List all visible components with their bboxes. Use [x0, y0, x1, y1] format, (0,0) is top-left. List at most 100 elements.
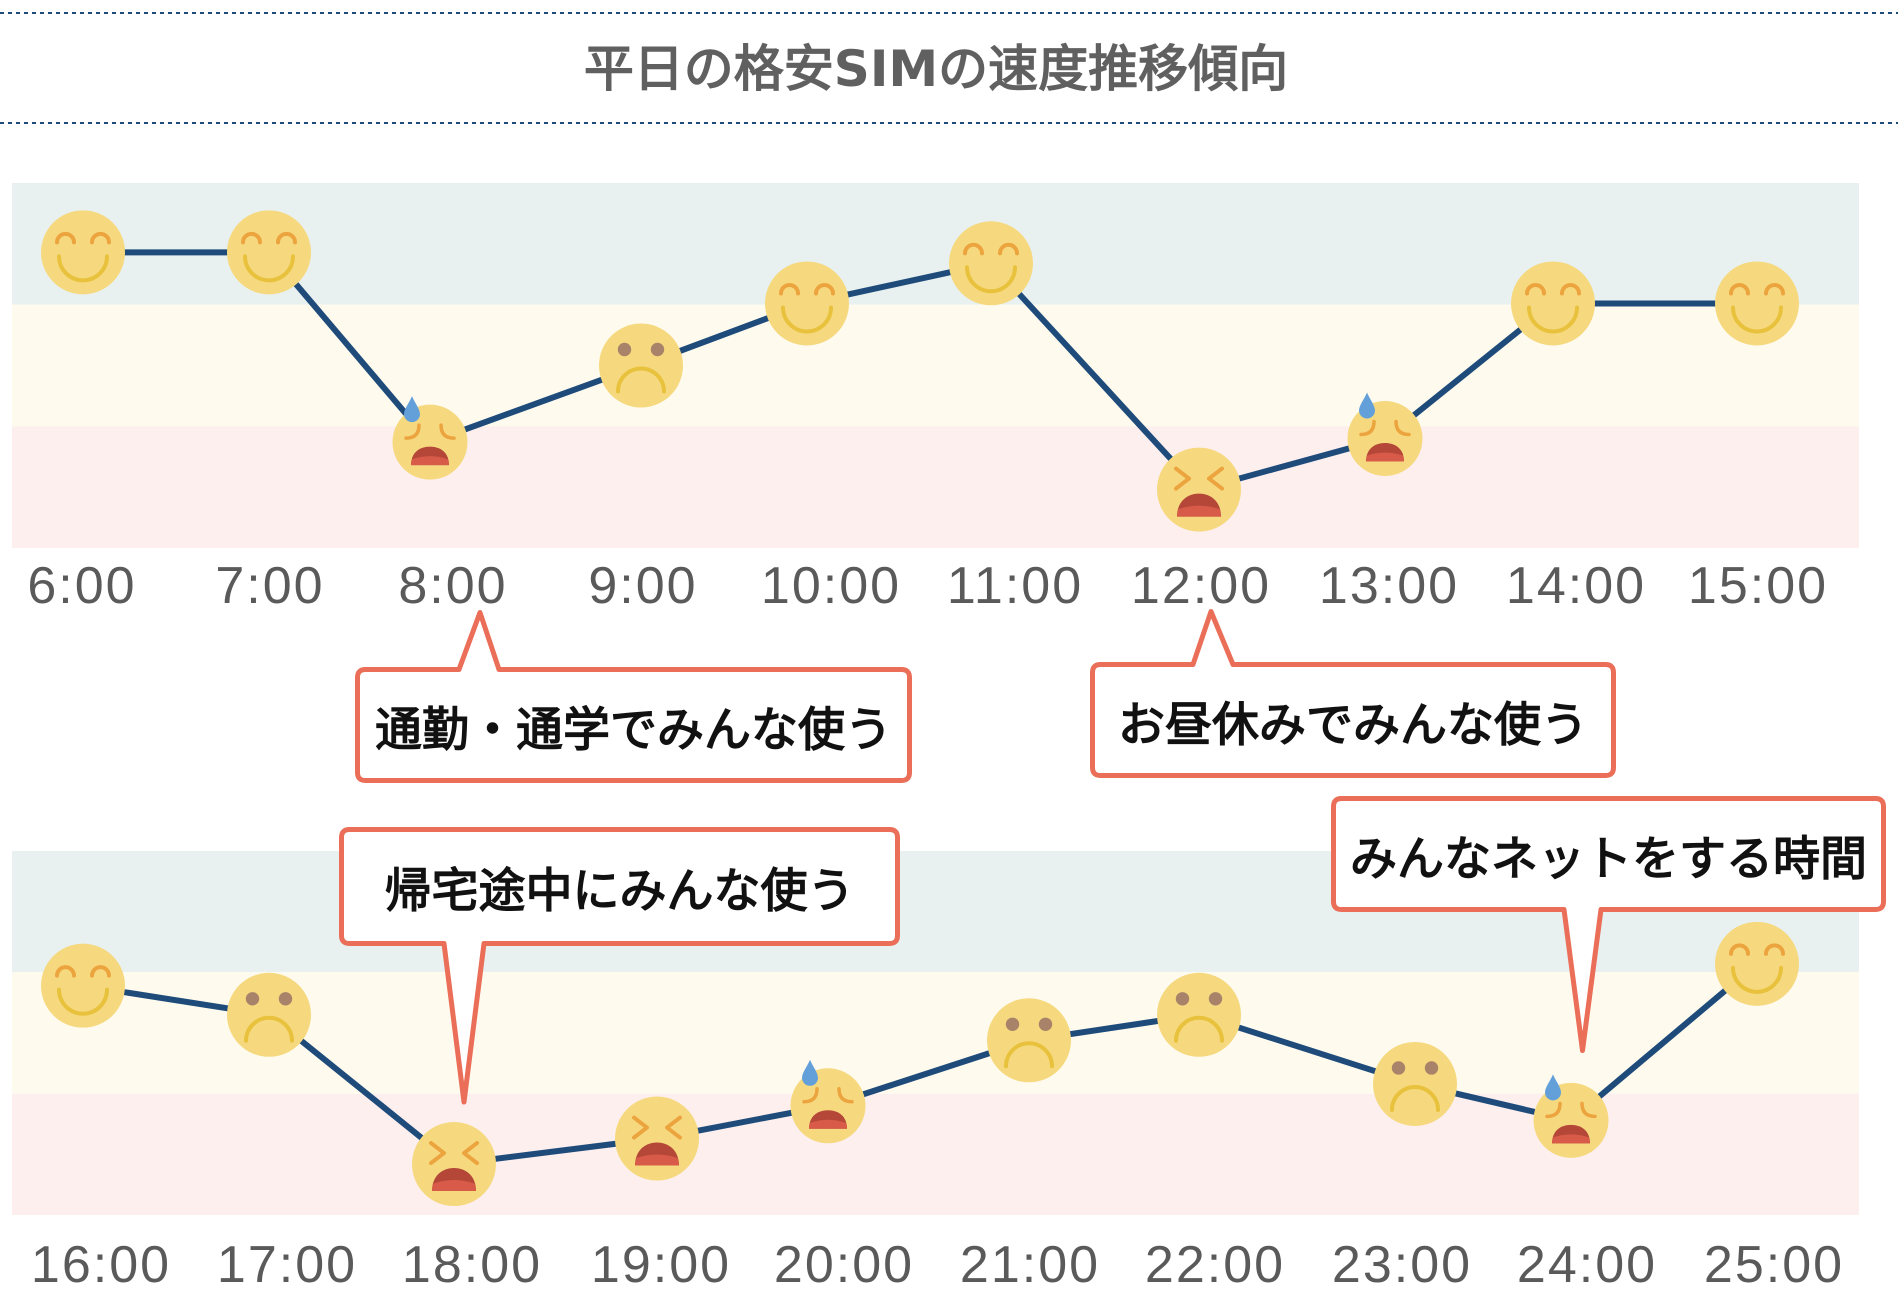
smile-mouth — [1731, 305, 1783, 334]
x-axis-label: 21:00 — [960, 1236, 1100, 1294]
x-axis-label: 7:00 — [215, 557, 324, 615]
left-eye — [779, 283, 800, 296]
face-circle — [1533, 1082, 1609, 1158]
smile-mouth — [57, 254, 109, 283]
happy-face-icon — [1511, 261, 1595, 346]
left-eye — [1174, 466, 1191, 491]
left-eye — [245, 992, 260, 1006]
callout-text-lunch: お昼休みでみんな使う — [1118, 697, 1588, 753]
title-dotted-divider — [0, 122, 1898, 124]
right-eye — [1764, 943, 1785, 956]
x-axis-label: 20:00 — [774, 1236, 914, 1294]
right-eye — [998, 242, 1019, 256]
callout-text-night: みんなネットをする時間 — [1350, 831, 1867, 887]
frown-mouth — [1004, 1041, 1054, 1069]
smile-mouth — [57, 987, 109, 1016]
face-circle — [1715, 921, 1799, 1006]
callout-text-homebound: 帰宅途中にみんな使う — [384, 864, 855, 919]
right-eye — [665, 1115, 682, 1140]
face-circle — [41, 210, 125, 295]
sweat-face-icon — [790, 1059, 866, 1144]
right-eye — [462, 1141, 479, 1166]
happy-face-icon — [227, 210, 311, 295]
x-axis-label: 14:00 — [1506, 557, 1646, 615]
right-eye — [1560, 283, 1581, 296]
distressed-face-icon — [1157, 447, 1241, 532]
happy-face-icon — [765, 261, 849, 346]
left-eye — [1545, 1101, 1562, 1119]
sad-face-icon — [227, 972, 311, 1057]
top-dotted-divider — [0, 12, 1898, 14]
tongue — [1366, 452, 1404, 462]
right-eye — [1424, 1061, 1439, 1075]
right-eye — [1207, 466, 1224, 491]
smile-mouth — [965, 265, 1017, 294]
distressed-face-icon — [412, 1122, 496, 1207]
left-eye — [1729, 943, 1750, 956]
data-point-markers — [41, 921, 1799, 1207]
data-point-markers — [41, 210, 1799, 532]
x-axis-label: 13:00 — [1319, 557, 1459, 615]
right-eye — [1208, 992, 1223, 1006]
face-circle — [1347, 401, 1423, 476]
x-axis-label: 25:00 — [1704, 1236, 1844, 1294]
sweat-face-icon — [392, 396, 468, 480]
sweat-drop — [1545, 1074, 1561, 1101]
x-axis-label: 15:00 — [1688, 557, 1828, 615]
callout-bubble-lunch — [1090, 609, 1616, 778]
face-circle — [765, 261, 849, 346]
left-eye — [632, 1115, 649, 1140]
x-axis-labels: 6:00 7:00 8:00 9:00 10:00 11:00 12:00 13:00 14:0… — [27, 557, 1828, 615]
right-eye — [650, 342, 665, 357]
chart-panel-1: 6:00 7:00 8:00 9:00 10:00 11:00 12:00 13:00 14:0… — [12, 183, 1859, 615]
left-eye — [241, 231, 262, 245]
x-axis-labels: 16:00 17:00 18:00 19:00 20:00 21:00 22:00 23:00… — [31, 1236, 1844, 1294]
x-axis-label: 23:00 — [1332, 1236, 1472, 1294]
tongue — [635, 1154, 679, 1166]
sad-face-icon — [1157, 972, 1241, 1057]
smile-mouth — [1527, 305, 1579, 334]
left-eye — [1175, 992, 1190, 1006]
face-circle — [790, 1068, 866, 1144]
x-axis-label: 12:00 — [1131, 557, 1271, 615]
sweat-drop — [802, 1059, 818, 1086]
left-eye — [1525, 283, 1546, 296]
sad-face-icon — [599, 323, 683, 408]
left-eye — [429, 1141, 446, 1166]
left-eye — [1391, 1061, 1406, 1075]
frown-mouth — [1390, 1085, 1440, 1112]
smile-mouth — [1731, 965, 1783, 994]
tongue — [809, 1119, 847, 1129]
x-axis-label: 17:00 — [217, 1236, 357, 1294]
face-circle — [1511, 261, 1595, 346]
x-axis-label: 16:00 — [31, 1236, 171, 1294]
speed-line — [80, 960, 1760, 1168]
left-eye — [617, 342, 632, 357]
left-eye — [1729, 283, 1750, 296]
frown-mouth — [616, 366, 666, 394]
callout-bubble-homebound — [339, 827, 900, 1105]
right-eye — [439, 423, 456, 440]
sweat-face-icon — [1533, 1074, 1609, 1158]
smile-mouth — [781, 305, 833, 334]
left-eye — [404, 423, 421, 440]
smile-mouth — [243, 254, 295, 283]
x-axis-label: 6:00 — [27, 557, 136, 615]
x-axis-label: 24:00 — [1517, 1236, 1657, 1294]
face-circle — [949, 221, 1033, 306]
right-eye — [276, 231, 297, 245]
happy-face-icon — [41, 210, 125, 295]
left-eye — [963, 242, 984, 256]
face-circle — [1715, 261, 1799, 346]
right-eye — [1038, 1017, 1053, 1031]
face-circle — [392, 404, 468, 480]
right-eye — [1580, 1101, 1597, 1119]
x-axis-label: 11:00 — [947, 557, 1083, 615]
right-eye — [1394, 419, 1411, 437]
right-eye — [278, 992, 293, 1006]
distressed-face-icon — [615, 1096, 699, 1181]
callout-text-commute: 通勤・通学でみんな使う — [375, 702, 892, 758]
left-eye — [1359, 419, 1376, 437]
x-axis-label: 10:00 — [761, 557, 901, 615]
